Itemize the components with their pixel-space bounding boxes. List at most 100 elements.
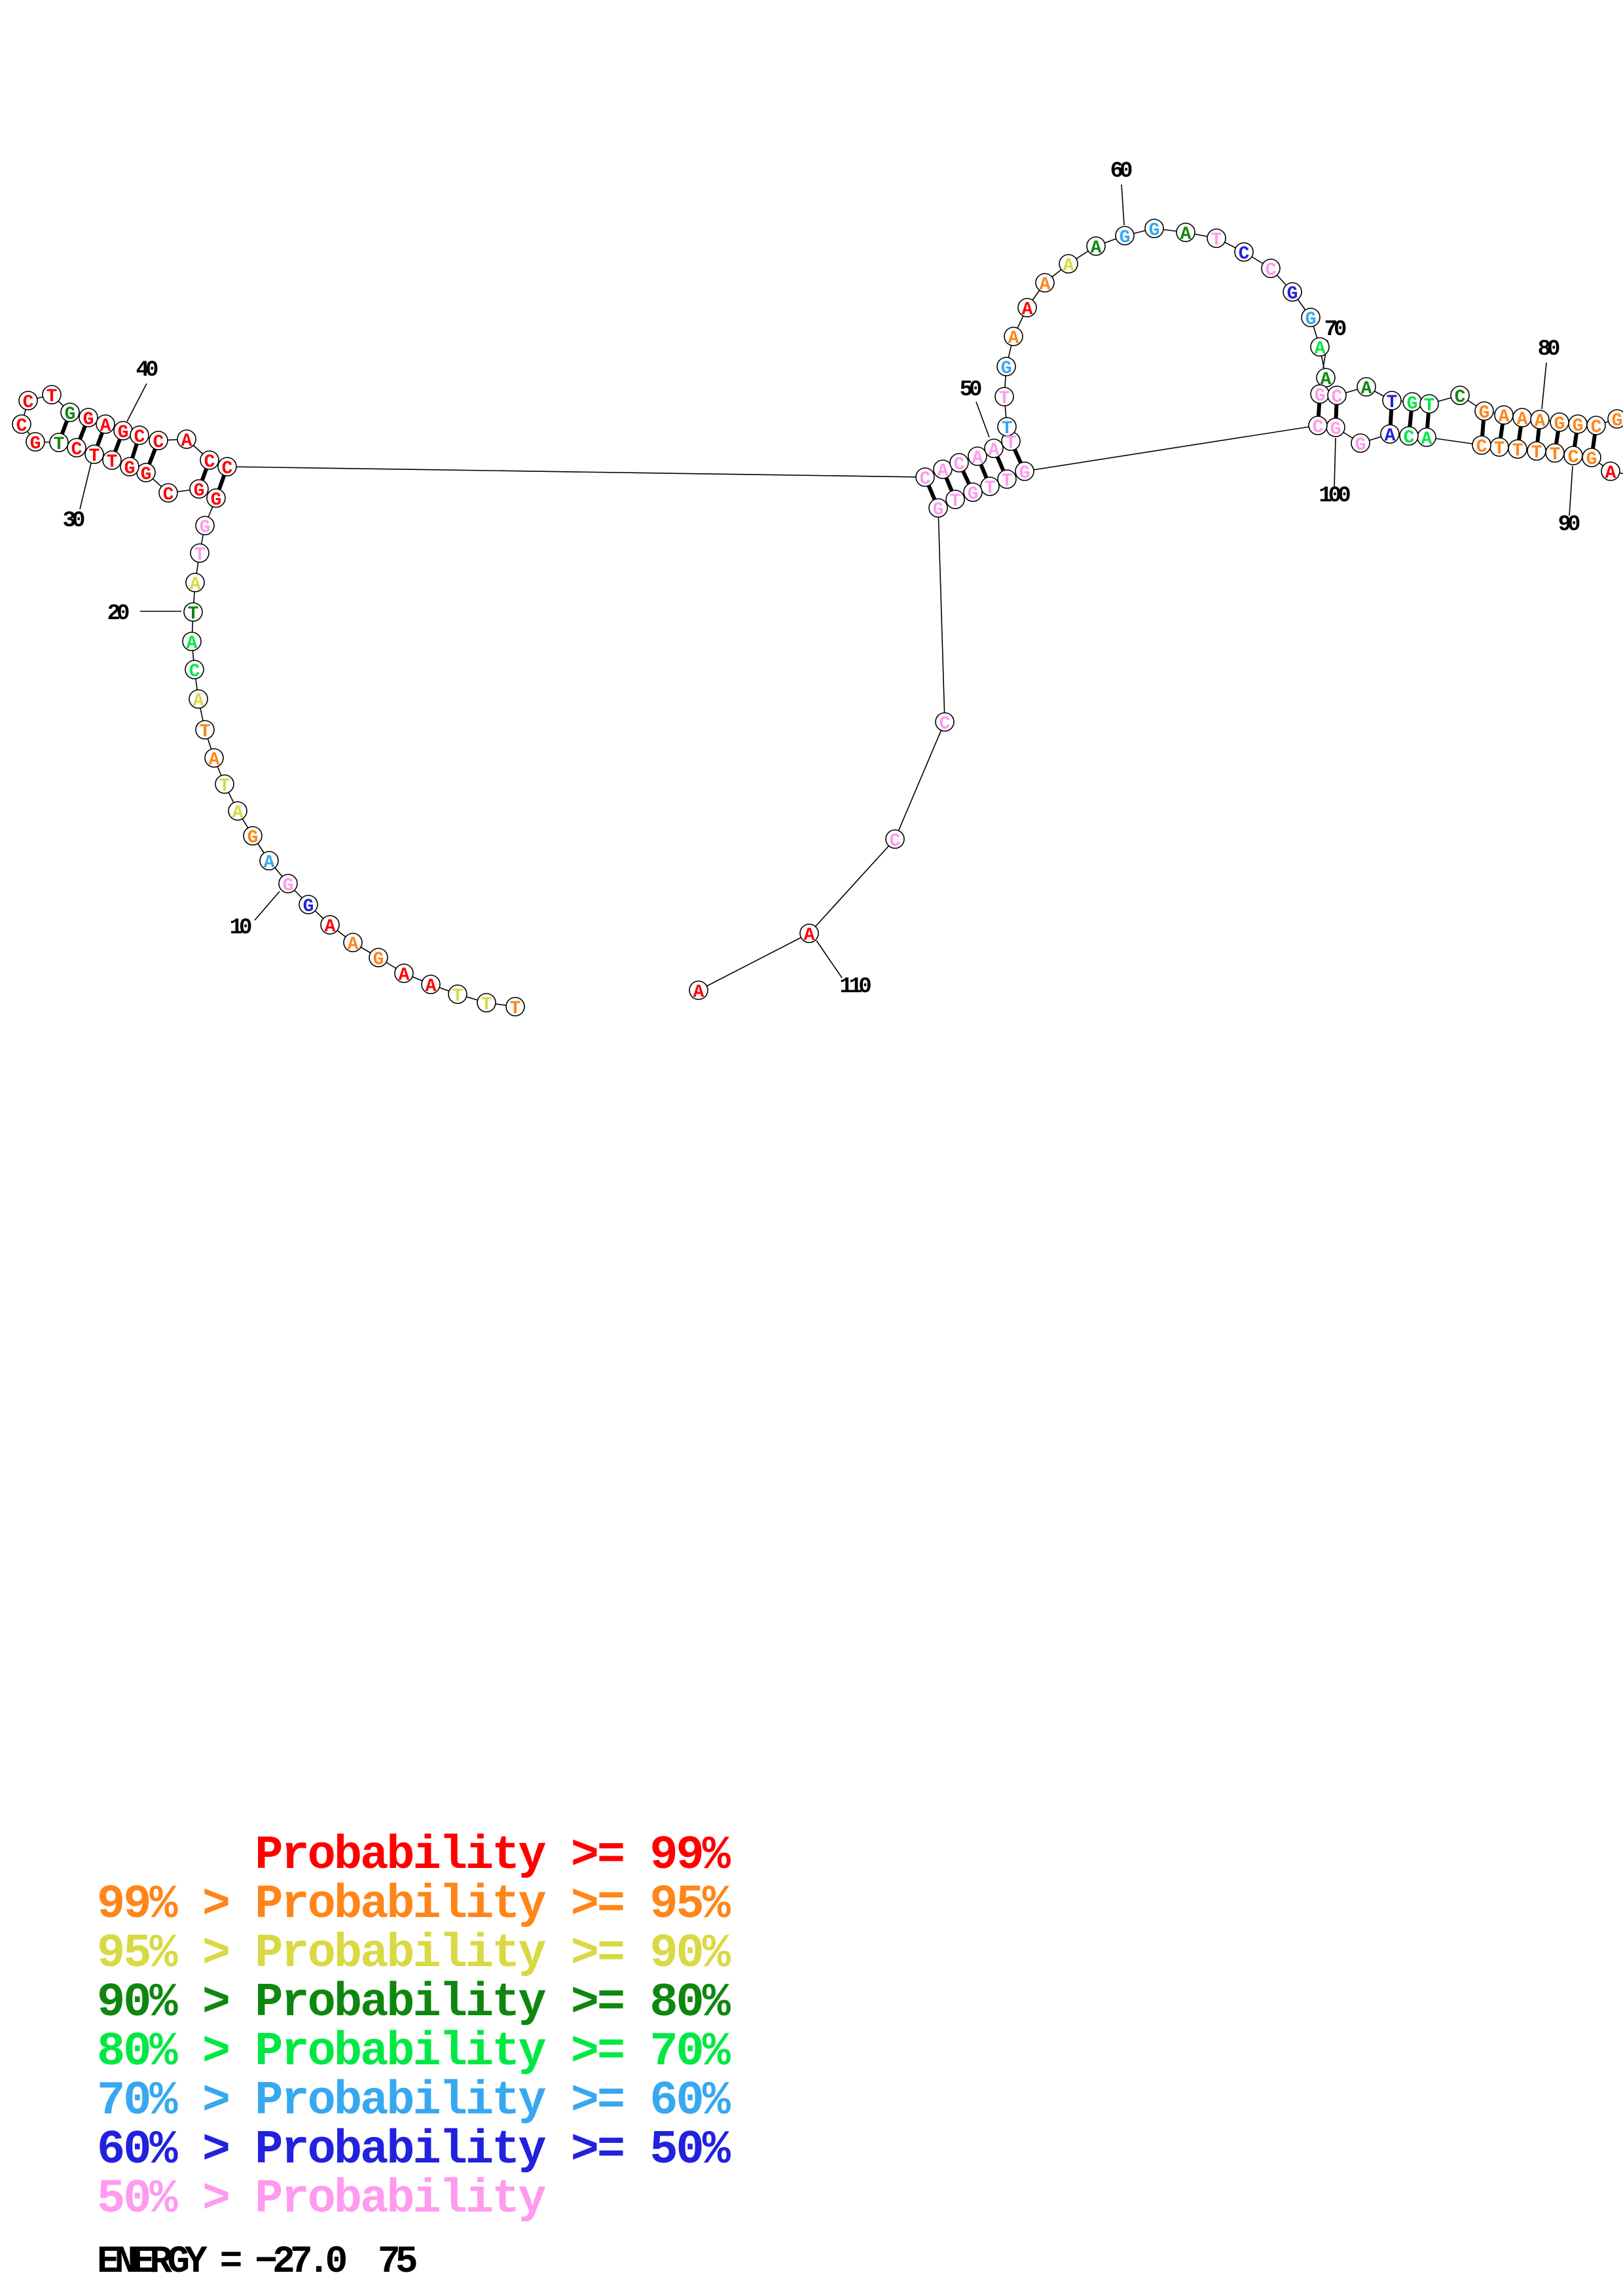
nucleotide-circle <box>215 774 234 794</box>
nucleotide-base: A <box>1008 329 1019 349</box>
nucleotide-base: T <box>510 999 521 1019</box>
nucleotide-circle <box>42 385 62 404</box>
nucleotide-circle <box>79 408 98 427</box>
nucleotide-base: T <box>1531 443 1542 463</box>
nucleotide-base: T <box>1550 445 1561 465</box>
nucleotide-base: T <box>1387 393 1398 413</box>
nucleotide-base: G <box>1586 450 1597 470</box>
nucleotide-base: A <box>181 431 192 452</box>
nucleotide-circle <box>984 439 1004 458</box>
nucleotide-base: A <box>100 416 111 437</box>
nucleotide-base: G <box>1001 359 1012 379</box>
nucleotide-base: A <box>1385 426 1396 446</box>
nucleotide-circle <box>1004 327 1023 346</box>
nucleotide-base: G <box>1287 284 1298 304</box>
position-label: 40 <box>136 358 158 383</box>
nucleotide-circle <box>997 469 1017 489</box>
nucleotide-circle <box>1017 298 1037 317</box>
nucleotide-circle <box>1586 416 1606 435</box>
nucleotide-circle <box>185 660 204 679</box>
nucleotide-base: C <box>1332 387 1343 408</box>
backbone-segment <box>938 507 945 723</box>
nucleotide-base: G <box>1479 403 1490 423</box>
nucleotide-circle <box>1059 254 1078 274</box>
nucleotide-base: C <box>1591 418 1602 438</box>
nucleotide-circle <box>206 488 226 508</box>
nucleotide-base: A <box>804 925 815 946</box>
nucleotide-base: C <box>189 662 200 682</box>
position-label-tick <box>254 891 280 921</box>
nucleotide-base: C <box>134 427 145 448</box>
nucleotide-circle <box>185 573 205 592</box>
nucleotide-base: C <box>153 433 164 453</box>
nucleotide-circle <box>195 720 215 740</box>
position-label: 30 <box>63 509 84 533</box>
nucleotide-base: G <box>30 434 41 454</box>
nucleotide-circle <box>158 483 178 503</box>
nucleotide-circle <box>183 602 203 622</box>
nucleotide-circle <box>102 450 122 470</box>
nucleotide-circle <box>189 689 208 709</box>
nucleotide-circle <box>1283 282 1302 302</box>
nucleotide-base: A <box>693 982 704 1003</box>
position-label-tick <box>1569 465 1573 516</box>
nucleotide-circle <box>997 417 1017 437</box>
nucleotide-base: C <box>920 469 931 490</box>
legend-line-below-50: 50% > Probability <box>97 2172 547 2226</box>
nucleotide-base: A <box>193 691 204 711</box>
nucleotide-base: C <box>222 459 233 479</box>
nucleotide-circle <box>928 498 948 518</box>
nucleotide-circle <box>259 851 279 870</box>
position-label-tick <box>816 940 843 978</box>
position-label: 100 <box>1319 484 1350 509</box>
nucleotide-circle <box>200 450 219 470</box>
legend-line-99: Probability >= 99% <box>97 1829 731 1882</box>
nucleotide-base: A <box>426 977 437 997</box>
nucleotide-circle <box>1607 409 1623 429</box>
nucleotide-circle <box>343 933 363 952</box>
nucleotide-circle <box>505 997 525 1016</box>
nucleotide-circle <box>189 479 209 499</box>
nucleotide-circle <box>996 357 1016 376</box>
position-label: 60 <box>1110 159 1132 184</box>
nucleotide-base: G <box>1019 463 1030 484</box>
nucleotide-base: G <box>200 518 211 538</box>
nucleotide-base: G <box>1315 386 1326 406</box>
nucleotide-circle <box>67 438 86 457</box>
nucleotide-circle <box>228 801 247 821</box>
nucleotide-circle <box>190 543 210 563</box>
nucleotide-circle <box>1327 386 1347 405</box>
nucleotide-base: A <box>1517 410 1528 430</box>
nucleotide-base: G <box>968 484 979 505</box>
nucleotide-circle <box>963 482 983 502</box>
nucleotide-base: A <box>972 448 983 469</box>
nucleotide-base: T <box>54 435 65 455</box>
nucleotide-circle <box>96 414 115 434</box>
nucleotide-circle <box>915 467 935 487</box>
position-label-tick <box>79 463 92 510</box>
nucleotide-circle <box>1308 416 1328 435</box>
nucleotide-base: G <box>194 481 205 501</box>
nucleotide-circle <box>394 963 414 983</box>
nucleotide-circle <box>1527 441 1546 461</box>
nucleotide-base: G <box>1612 411 1623 431</box>
nucleotide-base: T <box>950 492 961 512</box>
legend-line-90: 95% > Probability >= 90% <box>97 1927 731 1981</box>
nucleotide-circle <box>1474 401 1494 421</box>
nucleotide-circle <box>1530 410 1550 429</box>
nucleotide-circle <box>1086 236 1106 256</box>
nucleotide-circle <box>477 993 496 1013</box>
nucleotide-circle <box>1035 273 1055 293</box>
nucleotide-circle <box>49 433 69 452</box>
backbone-segment <box>894 721 945 840</box>
legend-line-60: 70% > Probability >= 60% <box>97 2074 731 2128</box>
nucleotide-base: G <box>283 876 294 896</box>
nucleotide-base: C <box>23 393 34 413</box>
nucleotide-base: C <box>1404 428 1415 448</box>
nucleotide-base: T <box>200 722 211 742</box>
nucleotide-circle <box>1399 426 1419 446</box>
nucleotide-base: G <box>1305 310 1317 330</box>
nucleotide-circle <box>1382 391 1402 410</box>
nucleotide-base: A <box>348 935 359 955</box>
nucleotide-base: A <box>1180 224 1192 245</box>
